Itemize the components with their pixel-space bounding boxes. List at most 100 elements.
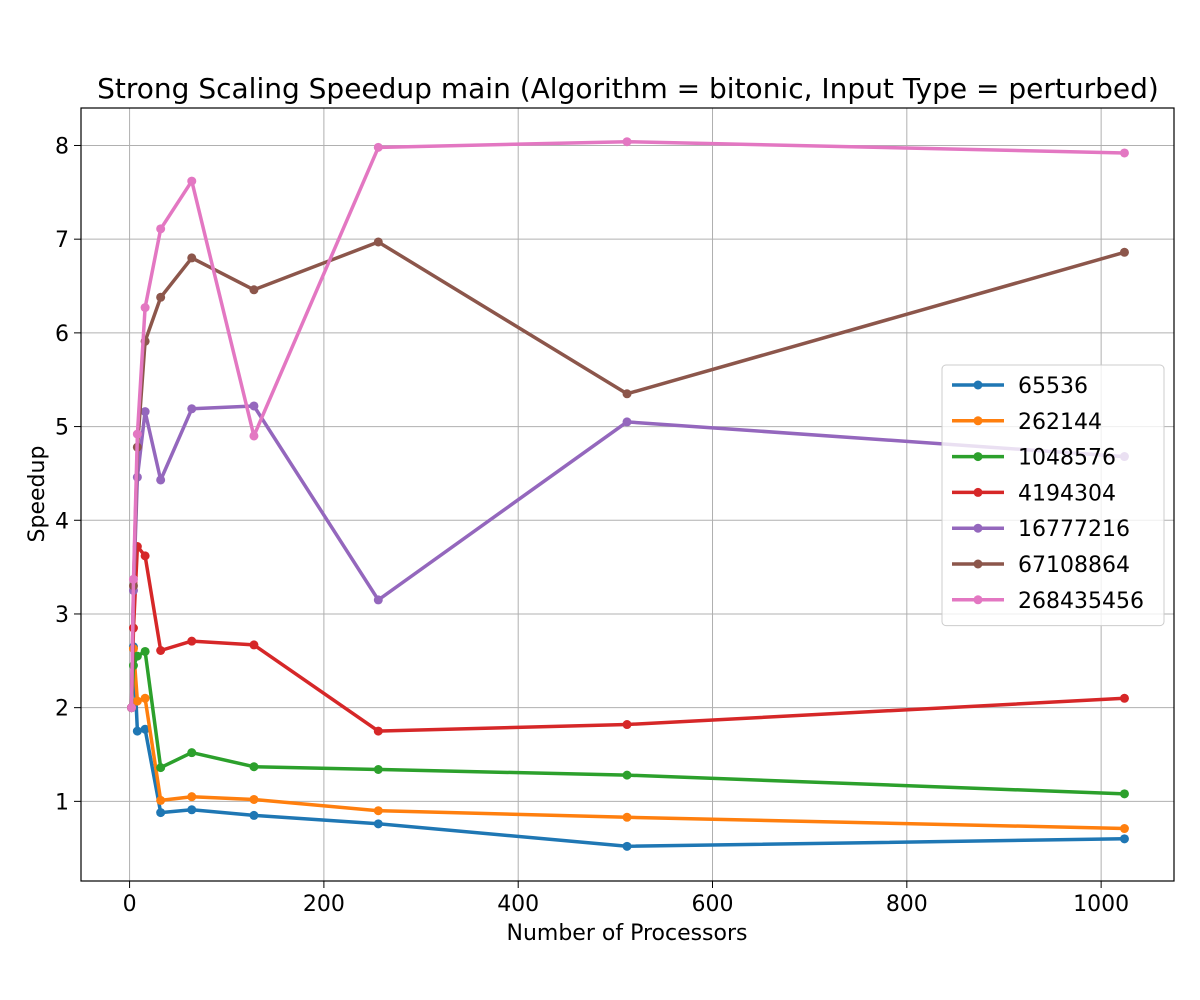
data-point (156, 224, 166, 234)
data-point (128, 574, 138, 584)
data-point (140, 646, 150, 656)
data-point (132, 696, 142, 706)
legend-box (941, 364, 1165, 627)
data-point (373, 142, 383, 152)
legend-swatch-marker (973, 523, 983, 533)
legend-swatch-marker (973, 452, 983, 462)
legend-swatch-marker (973, 487, 983, 497)
data-point (156, 475, 166, 485)
data-point (249, 762, 259, 772)
data-point (140, 303, 150, 313)
data-point (187, 176, 197, 186)
data-point (622, 137, 632, 147)
data-point (156, 763, 166, 773)
x-tick-label: 0 (123, 892, 137, 917)
data-point (249, 794, 259, 804)
data-point (622, 770, 632, 780)
data-point (156, 646, 166, 656)
legend-item: 67108864 (952, 553, 1130, 578)
data-point (373, 765, 383, 775)
legend-item: 4194304 (952, 481, 1116, 506)
data-point (1119, 148, 1129, 158)
y-tick-label: 1 (55, 790, 69, 815)
data-point (140, 724, 150, 734)
data-point (622, 389, 632, 399)
data-point (373, 595, 383, 605)
legend-label: 1048576 (1018, 446, 1116, 471)
legend-label: 65536 (1018, 374, 1088, 399)
data-point (622, 720, 632, 730)
ticks: 0 200 400 600 800 1000 1 2 3 4 5 6 7 8 (55, 134, 1129, 917)
y-tick-label: 4 (55, 509, 69, 534)
data-point (187, 404, 197, 414)
legend-label: 4194304 (1018, 481, 1116, 506)
data-point (1119, 834, 1129, 844)
y-axis-label: Speedup (25, 446, 50, 543)
legend-item: 262144 (952, 410, 1102, 435)
y-tick-label: 7 (55, 228, 69, 253)
data-point (132, 726, 142, 736)
data-point (132, 651, 142, 661)
legend-item: 65536 (952, 374, 1088, 399)
series-line (129, 139, 1127, 710)
data-point (140, 551, 150, 561)
data-point (249, 431, 259, 441)
data-point (373, 237, 383, 247)
data-point (187, 253, 197, 263)
legend-swatch-marker (973, 416, 983, 426)
data-point (156, 292, 166, 302)
data-point (373, 819, 383, 829)
legend-swatch-marker (973, 559, 983, 569)
data-point (249, 401, 259, 411)
series-268435456 (127, 137, 1129, 713)
legend-item: 1048576 (952, 446, 1116, 471)
data-point (249, 285, 259, 295)
data-point (187, 748, 197, 758)
x-tick-label: 600 (692, 892, 734, 917)
data-point (140, 407, 150, 417)
data-point (373, 726, 383, 736)
data-point (187, 636, 197, 646)
legend-label: 268435456 (1018, 589, 1144, 614)
legend-label: 262144 (1018, 410, 1102, 435)
plot-frame (80, 107, 1175, 882)
x-axis-label: Number of Processors (507, 921, 748, 946)
data-point (1119, 824, 1129, 834)
chart-title: Strong Scaling Speedup main (Algorithm =… (97, 72, 1159, 105)
data-point (140, 693, 150, 703)
data-point (249, 810, 259, 820)
data-point (1119, 789, 1129, 799)
data-point (622, 417, 632, 427)
series-line (129, 649, 1127, 796)
y-tick-label: 2 (55, 697, 69, 722)
data-point (132, 429, 142, 439)
series-line (129, 646, 1127, 831)
data-point (249, 640, 259, 650)
data-point (622, 812, 632, 822)
data-point (373, 806, 383, 816)
y-tick-label: 8 (55, 134, 69, 159)
data-point (127, 703, 137, 713)
legend-label: 67108864 (1018, 553, 1130, 578)
data-point (1119, 247, 1129, 257)
data-point (156, 808, 166, 818)
x-tick-label: 1000 (1073, 892, 1129, 917)
series-layer (127, 137, 1129, 851)
x-tick-label: 200 (303, 892, 345, 917)
data-point (187, 792, 197, 802)
legend-item: 16777216 (952, 517, 1130, 542)
data-point (156, 795, 166, 805)
data-point (187, 805, 197, 815)
legend-item: 268435456 (952, 589, 1144, 614)
data-point (1119, 693, 1129, 703)
legend-swatch-marker (973, 380, 983, 390)
legend: 65536 262144 1048576 4194304 16777216 6710886… (941, 364, 1165, 627)
legend-label: 16777216 (1018, 517, 1130, 542)
legend-swatch-marker (973, 595, 983, 605)
x-tick-label: 800 (886, 892, 928, 917)
y-tick-label: 5 (55, 416, 69, 441)
y-tick-label: 3 (55, 603, 69, 628)
x-tick-label: 400 (497, 892, 539, 917)
y-tick-label: 6 (55, 322, 69, 347)
